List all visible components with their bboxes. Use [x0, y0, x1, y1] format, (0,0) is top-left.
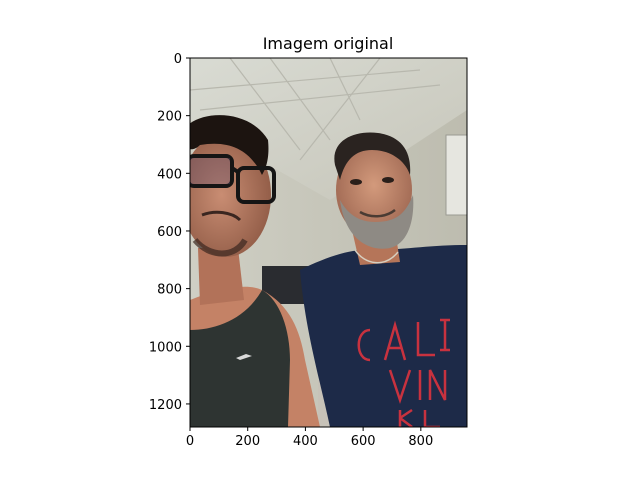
y-axis: 0 200 400 600 800 1000 1200: [149, 52, 190, 413]
x-axis: 0 200 400 600 800: [186, 427, 433, 449]
x-tick-label: 600: [351, 434, 376, 449]
x-tick-label: 800: [408, 434, 433, 449]
chart-title: Imagem original: [263, 34, 394, 53]
y-tick-label: 0: [174, 52, 182, 67]
x-tick-label: 200: [235, 434, 260, 449]
photo-image: [190, 58, 467, 427]
axes-frame: [189, 57, 468, 428]
y-tick-label: 1200: [149, 398, 182, 413]
x-tick-label: 400: [293, 434, 318, 449]
x-tick-label: 0: [186, 434, 194, 449]
y-tick-label: 400: [157, 167, 182, 182]
y-tick-label: 200: [157, 110, 182, 125]
y-tick-label: 800: [157, 283, 182, 298]
y-tick-label: 1000: [149, 340, 182, 355]
y-tick-label: 600: [157, 225, 182, 240]
